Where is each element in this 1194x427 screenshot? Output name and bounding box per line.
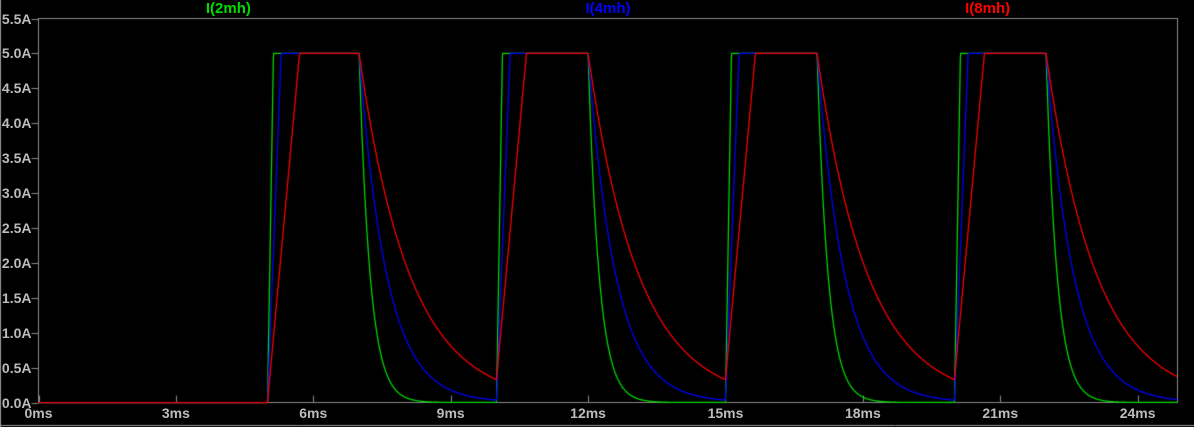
x-axis-tick-label: 3ms: [161, 405, 190, 421]
y-axis-tick-label: 0.5A: [1, 359, 32, 376]
x-axis-tick-label: 18ms: [844, 405, 881, 421]
y-axis-tick-label: 5.0A: [1, 45, 32, 62]
x-axis-tick-label: 15ms: [707, 405, 744, 421]
y-axis-tick-label: 1.0A: [1, 324, 32, 341]
y-axis-tick-label: 4.0A: [1, 115, 32, 132]
legend-trace-label[interactable]: I(4mh): [585, 0, 631, 17]
x-axis-tick-label: 9ms: [436, 405, 465, 421]
y-axis-tick-label: 1.5A: [1, 289, 32, 306]
x-axis-tick-label: 21ms: [982, 405, 1019, 421]
y-axis-tick-label: 2.5A: [1, 219, 32, 236]
y-axis-tick-label: 3.5A: [1, 150, 32, 167]
x-axis-tick-label: 12ms: [570, 405, 606, 421]
x-axis-tick-label: 24ms: [1119, 405, 1156, 421]
y-axis-tick-label: 5.5A: [1, 10, 32, 27]
y-axis-tick-label: 3.0A: [1, 185, 32, 202]
x-axis-tick-label: 0ms: [24, 405, 53, 421]
legend-trace-label[interactable]: I(8mh): [965, 0, 1011, 17]
legend-trace-label[interactable]: I(2mh): [205, 0, 251, 17]
x-axis-tick-label: 6ms: [299, 405, 328, 421]
y-axis-tick-label: 0.0A: [1, 394, 32, 411]
y-axis-tick-label: 4.5A: [1, 80, 32, 97]
y-axis-tick-label: 2.0A: [1, 254, 32, 271]
